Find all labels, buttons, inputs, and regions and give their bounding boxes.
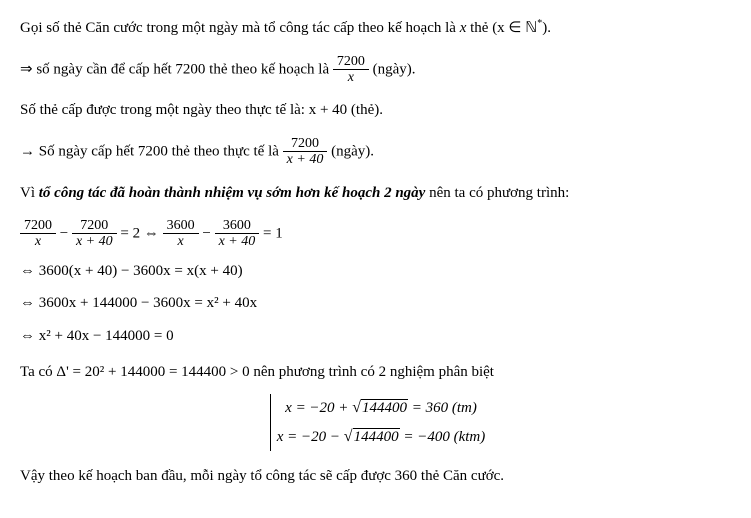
text: x = −20 + <box>285 400 352 416</box>
sqrt: √144400 <box>352 394 408 423</box>
text: số ngày cần để cấp hết 7200 thẻ theo kế … <box>33 61 333 77</box>
solutions-block: x = −20 + √144400 = 360 (tm) x = −20 − √… <box>20 394 731 452</box>
sqrt: √144400 <box>344 423 400 452</box>
fraction: 7200x + 40 <box>72 218 117 250</box>
den: x <box>163 233 199 249</box>
denominator: x + 40 <box>283 151 328 167</box>
num: 3600 <box>163 218 199 233</box>
close: ). <box>542 20 551 36</box>
text: (ngày). <box>327 143 374 159</box>
text: thẻ <box>466 20 492 36</box>
equation-4: ⇔ x² + 40x − 144000 = 0 <box>20 325 731 348</box>
paragraph-7: Vậy theo kế hoạch ban đầu, mỗi ngày tổ c… <box>20 465 731 488</box>
paragraph-5: Vì tổ công tác đã hoàn thành nhiệm vụ sớ… <box>20 182 731 205</box>
fraction: 7200x <box>20 218 56 250</box>
text: ⇔ 3600(x + 40) − 3600x = x(x + 40) <box>20 263 243 279</box>
bracket: x = −20 + √144400 = 360 (tm) x = −20 − √… <box>270 394 485 452</box>
equation-3: ⇔ 3600x + 144000 − 3600x = x² + 40x <box>20 292 731 315</box>
text: nên ta có phương trình: <box>425 185 569 201</box>
equation-1: 7200x − 7200x + 40 = 2 ⇔ 3600x − 3600x +… <box>20 218 731 250</box>
num: 7200 <box>20 218 56 233</box>
numerator: 7200 <box>283 136 328 151</box>
arrow: ⇒ <box>20 61 33 77</box>
fraction: 3600x <box>163 218 199 250</box>
paragraph-3: Số thẻ cấp được trong một ngày theo thực… <box>20 99 731 122</box>
fraction: 3600x + 40 <box>215 218 260 250</box>
solution-1: x = −20 + √144400 = 360 (tm) <box>277 394 485 423</box>
denominator: x <box>333 69 369 85</box>
sqrt-sym: √ <box>352 399 361 416</box>
text: ⇔ 3600x + 144000 − 3600x = x² + 40x <box>20 295 257 311</box>
den: x <box>20 233 56 249</box>
text: Vậy theo kế hoạch ban đầu, mỗi ngày tổ c… <box>20 468 504 484</box>
sqrt-sym: √ <box>344 428 353 445</box>
text: = 360 (tm) <box>408 400 477 416</box>
op: = 1 <box>259 225 282 241</box>
text: (ngày). <box>369 61 416 77</box>
num: 3600 <box>215 218 260 233</box>
paragraph-2: ⇒ số ngày cần để cấp hết 7200 thẻ theo k… <box>20 54 731 86</box>
text: = −400 (ktm) <box>400 429 486 445</box>
den: x + 40 <box>215 233 260 249</box>
radicand: 144400 <box>353 428 400 445</box>
text: Gọi số thẻ Căn cước trong một ngày mà tổ… <box>20 20 460 36</box>
arrow: → <box>20 143 35 159</box>
fraction: 7200x <box>333 54 369 86</box>
bold-text: tổ công tác đã hoàn thành nhiệm vụ sớm h… <box>39 185 426 201</box>
text: ⇔ x² + 40x − 144000 = 0 <box>20 328 174 344</box>
equation-2: ⇔ 3600(x + 40) − 3600x = x(x + 40) <box>20 260 731 283</box>
paragraph-6: Ta có Δ' = 20² + 144000 = 144400 > 0 nên… <box>20 361 731 384</box>
text: Số ngày cấp hết 7200 thẻ theo thực tế là <box>35 143 283 159</box>
text: Vì <box>20 185 39 201</box>
text: x = −20 − <box>277 429 344 445</box>
cond: (x ∈ ℕ <box>492 20 537 36</box>
den: x + 40 <box>72 233 117 249</box>
op: − <box>56 225 72 241</box>
num: 7200 <box>72 218 117 233</box>
paragraph-4: → Số ngày cấp hết 7200 thẻ theo thực tế … <box>20 136 731 168</box>
text: Ta có Δ' = 20² + 144000 = 144400 > 0 nên… <box>20 364 494 380</box>
op: = 2 ⇔ <box>117 225 163 241</box>
numerator: 7200 <box>333 54 369 69</box>
op: − <box>199 225 215 241</box>
solution-2: x = −20 − √144400 = −400 (ktm) <box>277 423 485 452</box>
paragraph-1: Gọi số thẻ Căn cước trong một ngày mà tổ… <box>20 16 731 40</box>
radicand: 144400 <box>361 399 408 416</box>
text: Số thẻ cấp được trong một ngày theo thực… <box>20 102 383 118</box>
fraction: 7200x + 40 <box>283 136 328 168</box>
